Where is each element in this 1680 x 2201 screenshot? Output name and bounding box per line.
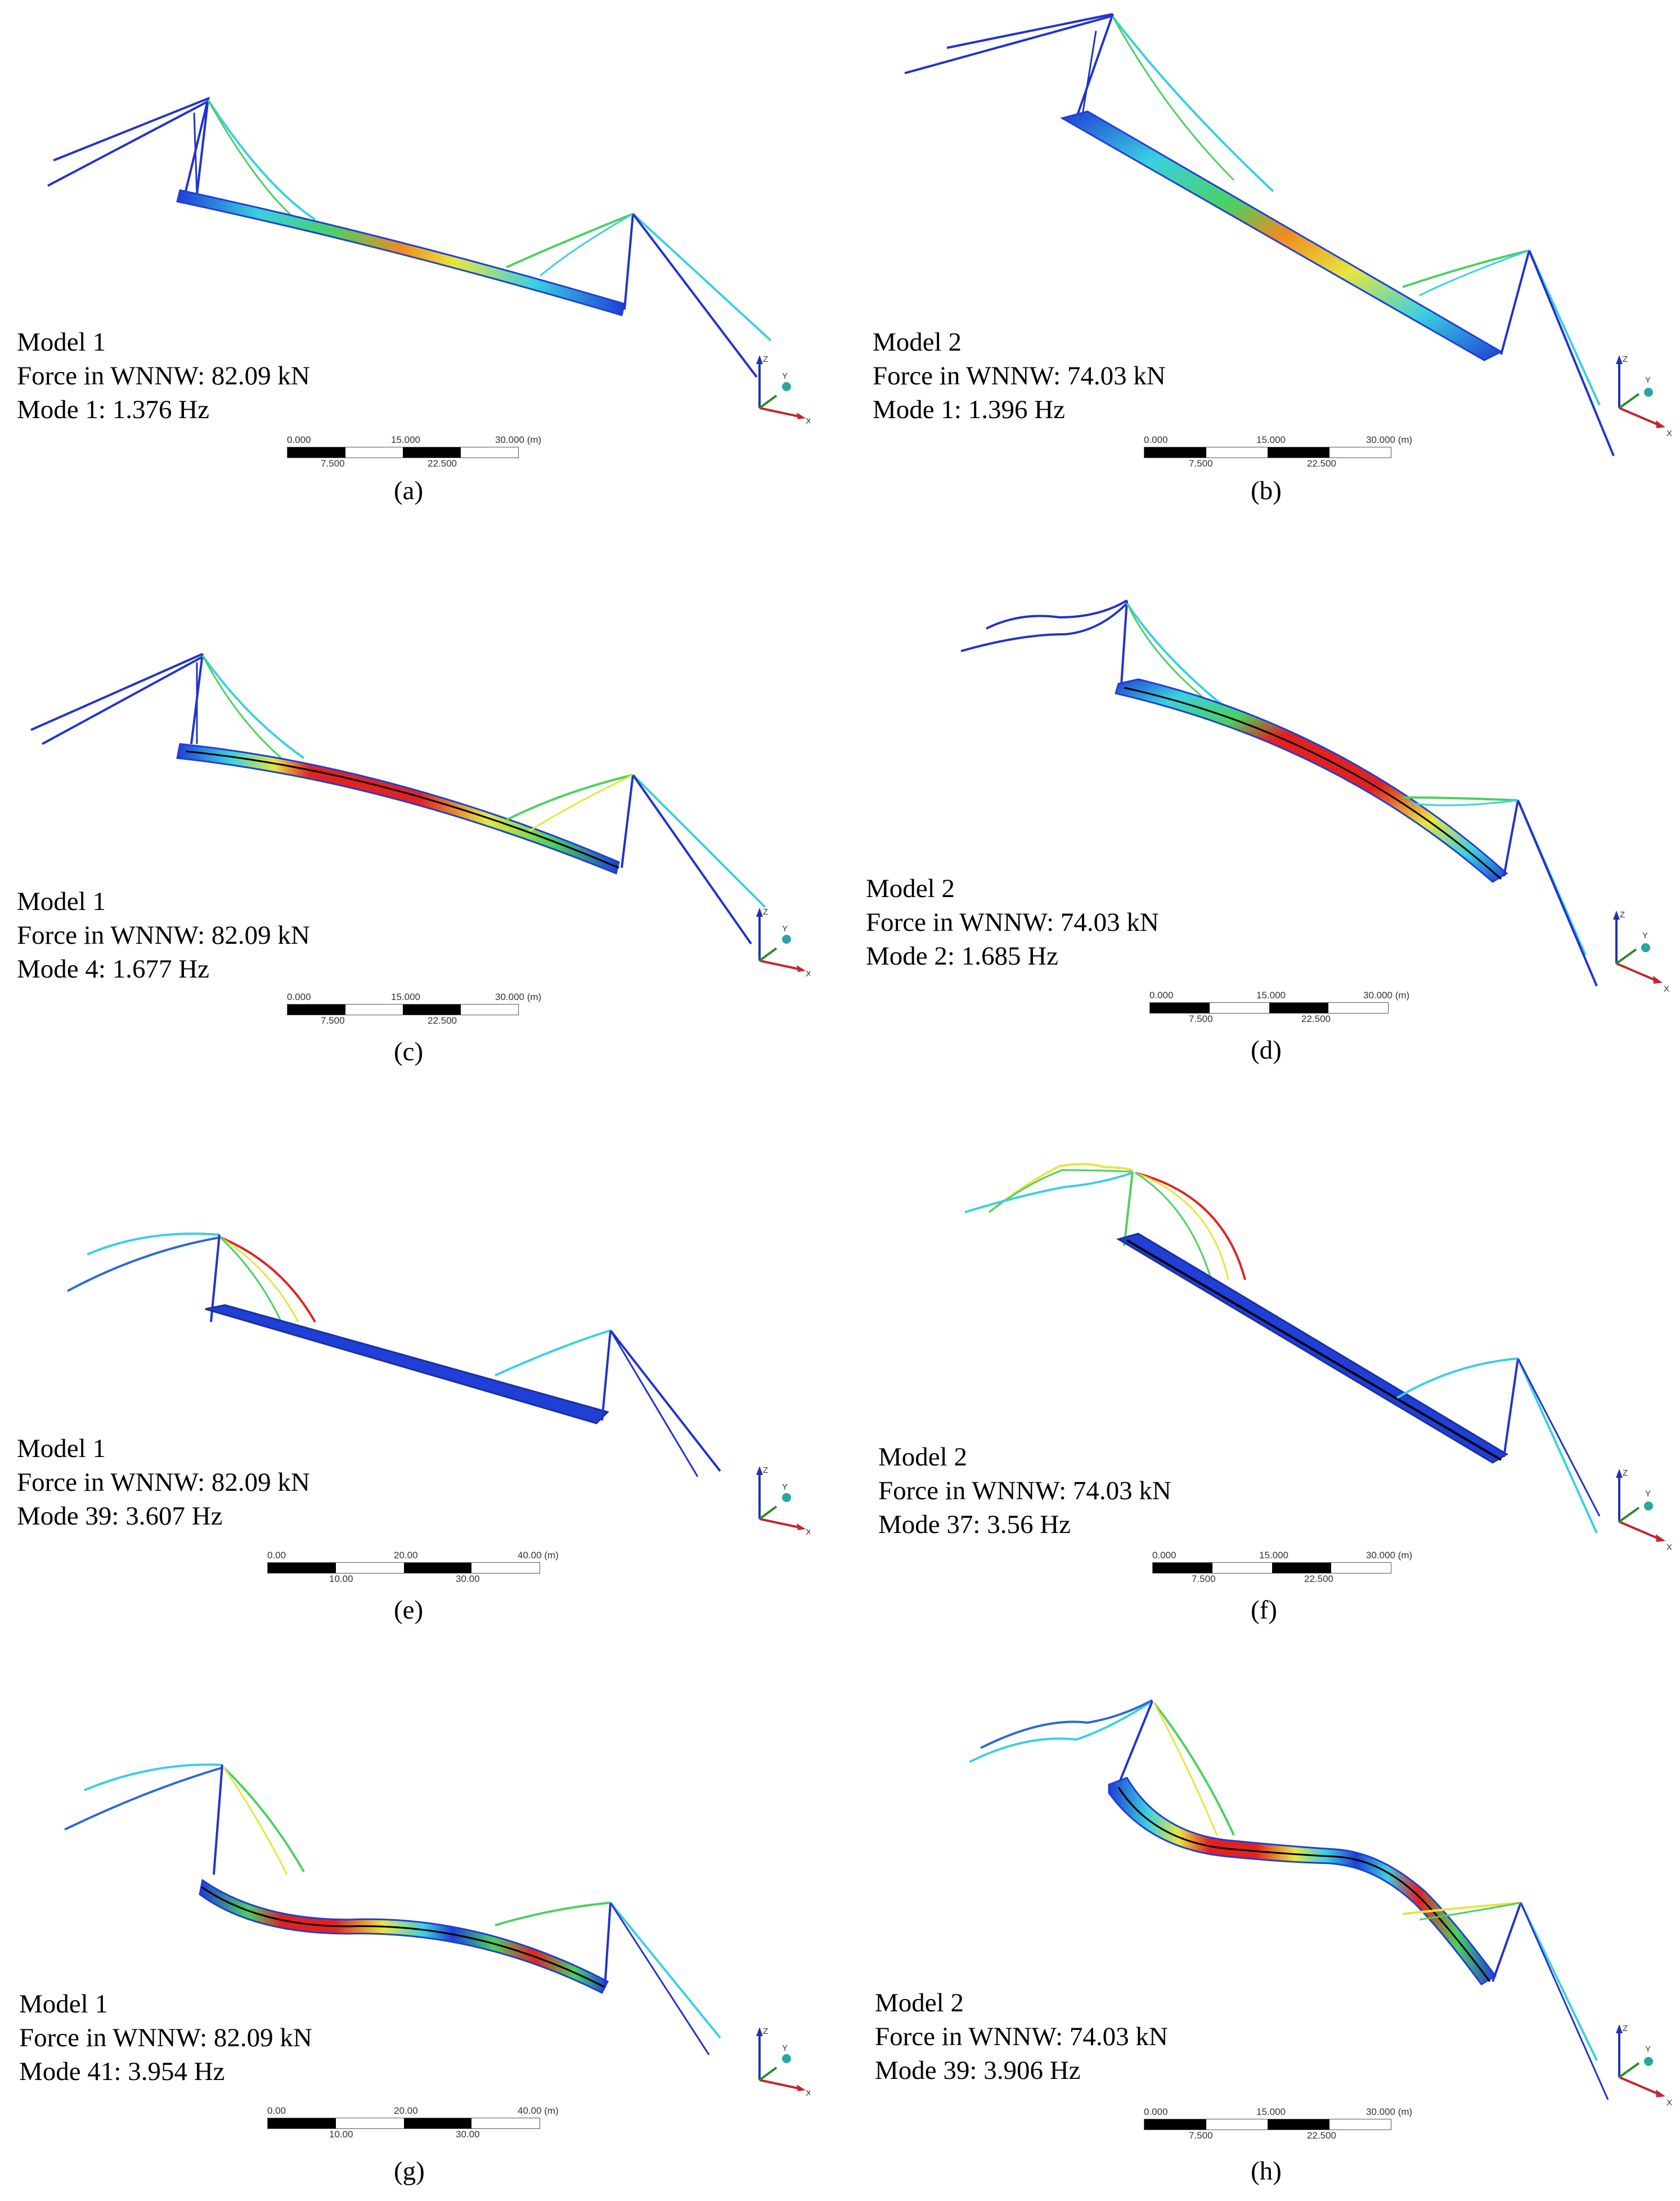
figure-caption: (f) <box>1251 1595 1277 1625</box>
scale-bar: 0.000 15.000 30.000 (m) 7.500 22.500 <box>1144 434 1413 469</box>
force-label: Force in WNNW: 82.09 kN <box>19 2023 312 2052</box>
panel-info: Model 2 Force in WNNW: 74.03 kN Mode 37:… <box>878 1440 1171 1541</box>
svg-text:X: X <box>806 969 810 978</box>
scale-bar: 0.000 15.000 30.000 (m) 7.500 22.500 <box>1149 990 1410 1024</box>
svg-text:Y: Y <box>782 1482 788 1492</box>
panel-e: Model 1 Force in WNNW: 82.09 kN Mode 39:… <box>0 1100 840 1649</box>
model-label: Model 2 <box>866 874 955 903</box>
svg-text:Z: Z <box>1623 1468 1628 1478</box>
mode-label: Mode 2: 1.685 Hz <box>866 942 1059 971</box>
panel-info: Model 1 Force in WNNW: 82.09 kN Mode 4: … <box>17 885 310 986</box>
force-label: Force in WNNW: 74.03 kN <box>866 908 1159 937</box>
figure-caption: (d) <box>1251 1035 1282 1065</box>
model-label: Model 1 <box>17 887 106 916</box>
force-label: Force in WNNW: 74.03 kN <box>873 361 1166 391</box>
force-label: Force in WNNW: 82.09 kN <box>17 921 310 950</box>
scale-bar: 0.000 15.000 30.000 (m) 7.500 22.500 <box>287 434 542 469</box>
axis-triad-icon: Z Y X <box>1616 2024 1672 2108</box>
mode-label: Mode 41: 3.954 Hz <box>19 2057 225 2086</box>
figure-caption: (a) <box>394 476 424 505</box>
axis-triad-icon: Z Y X <box>1613 910 1669 994</box>
svg-text:Z: Z <box>1623 2024 1628 2033</box>
scale-bar: 0.00 20.00 40.00 (m) 10.00 30.00 <box>267 1550 559 1584</box>
svg-text:Y: Y <box>782 371 788 381</box>
figure-caption: (h) <box>1251 2157 1282 2186</box>
mode-label: Mode 1: 1.396 Hz <box>873 395 1066 424</box>
mode-label: Mode 39: 3.906 Hz <box>875 2056 1081 2085</box>
axis-triad-icon: Z Y X <box>1616 1468 1672 1552</box>
svg-text:X: X <box>1664 984 1669 994</box>
mode-label: Mode 4: 1.677 Hz <box>17 954 210 984</box>
panel-info: Model 1 Force in WNNW: 82.09 kN Mode 41:… <box>19 1987 312 2088</box>
force-label: Force in WNNW: 74.03 kN <box>875 2022 1168 2051</box>
svg-text:Z: Z <box>763 2027 768 2036</box>
axis-triad-icon: Z Y X <box>756 2027 810 2097</box>
figure-caption: (g) <box>394 2157 425 2186</box>
svg-text:Z: Z <box>1623 355 1628 364</box>
force-label: Force in WNNW: 82.09 kN <box>17 361 310 391</box>
axis-triad-icon: Z Y X <box>756 907 810 978</box>
svg-text:Z: Z <box>763 355 768 364</box>
figure-caption: (c) <box>394 1037 424 1066</box>
panel-h: Model 2 Force in WNNW: 74.03 kN Mode 39:… <box>840 1649 1680 2199</box>
mode-label: Mode 39: 3.607 Hz <box>17 1501 223 1531</box>
bridge-mode-shape <box>64 1763 721 2055</box>
panel-info: Model 1 Force in WNNW: 82.09 kN Mode 39:… <box>17 1432 310 1533</box>
panel-c: Model 1 Force in WNNW: 82.09 kN Mode 4: … <box>0 550 840 1100</box>
svg-text:Y: Y <box>1645 375 1651 385</box>
scale-bar: 0.00 20.00 40.00 (m) 10.00 30.00 <box>267 2105 559 2140</box>
svg-text:X: X <box>806 416 810 425</box>
svg-text:Y: Y <box>782 924 788 934</box>
axis-triad-icon: Z Y X <box>1616 355 1672 438</box>
panel-info: Model 1 Force in WNNW: 82.09 kN Mode 1: … <box>17 325 310 427</box>
model-label: Model 1 <box>17 328 106 357</box>
bridge-mode-shape <box>964 1163 1601 1534</box>
mode-label: Mode 37: 3.56 Hz <box>878 1510 1071 1539</box>
svg-text:Y: Y <box>1642 931 1648 940</box>
panel-b: Model 2 Force in WNNW: 74.03 kN Mode 1: … <box>840 0 1680 550</box>
scale-bar: 0.000 15.000 30.000 (m) 7.500 22.500 <box>1152 1550 1413 1584</box>
figure-caption: (e) <box>394 1595 424 1625</box>
bridge-mode-shape <box>904 13 1615 456</box>
bridge-mode-shape <box>969 1699 1609 2100</box>
panel-info: Model 2 Force in WNNW: 74.03 kN Mode 2: … <box>866 872 1159 973</box>
axis-triad-icon: Z Y X <box>756 355 810 425</box>
figure-caption: (b) <box>1251 476 1282 505</box>
svg-text:X: X <box>1666 1543 1672 1552</box>
svg-text:X: X <box>1666 2098 1672 2108</box>
svg-text:Y: Y <box>1645 1489 1651 1499</box>
svg-text:X: X <box>806 1527 810 1536</box>
scale-bar: 0.000 15.000 30.000 (m) 7.500 22.500 <box>287 992 542 1026</box>
panel-info: Model 2 Force in WNNW: 74.03 kN Mode 39:… <box>875 1986 1168 2087</box>
scale-bar: 0.000 15.000 30.000 (m) 7.500 22.500 <box>1144 2106 1413 2141</box>
bridge-mode-shape <box>67 1232 721 1477</box>
svg-text:Z: Z <box>1620 910 1625 920</box>
mode-label: Mode 1: 1.376 Hz <box>17 395 210 424</box>
svg-text:Y: Y <box>1645 2045 1651 2054</box>
panel-g: Model 1 Force in WNNW: 82.09 kN Mode 41:… <box>0 1649 840 2199</box>
panel-a: Model 1 Force in WNNW: 82.09 kN Mode 1: … <box>0 0 840 550</box>
model-label: Model 1 <box>19 1989 108 2019</box>
force-label: Force in WNNW: 74.03 kN <box>878 1476 1171 1505</box>
force-label: Force in WNNW: 82.09 kN <box>17 1468 310 1497</box>
axis-triad-icon: Z Y X <box>756 1465 810 1536</box>
bridge-mode-shape <box>47 96 772 378</box>
model-label: Model 1 <box>17 1434 106 1463</box>
model-label: Model 2 <box>878 1442 967 1472</box>
svg-text:X: X <box>806 2088 810 2097</box>
model-label: Model 2 <box>875 1988 964 2018</box>
panel-d: Model 2 Force in WNNW: 74.03 kN Mode 2: … <box>840 550 1680 1100</box>
svg-text:Z: Z <box>763 907 768 917</box>
model-label: Model 2 <box>873 328 962 357</box>
panel-f: Model 2 Force in WNNW: 74.03 kN Mode 37:… <box>840 1100 1680 1649</box>
bridge-mode-shape <box>30 653 766 945</box>
svg-text:X: X <box>1666 429 1672 438</box>
panel-info: Model 2 Force in WNNW: 74.03 kN Mode 1: … <box>873 325 1166 427</box>
svg-text:Y: Y <box>782 2043 788 2053</box>
bridge-mode-shape <box>960 599 1598 987</box>
svg-text:Z: Z <box>763 1465 768 1475</box>
